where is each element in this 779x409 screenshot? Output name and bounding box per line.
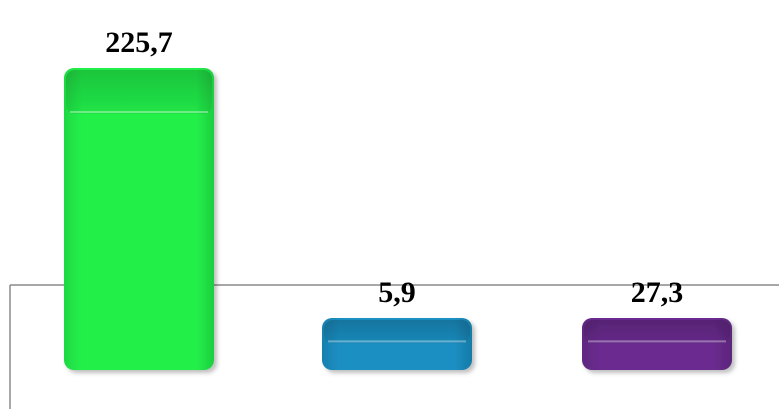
data-labels-layer: 225,7 5,9 27,3 xyxy=(105,26,683,309)
bars-layer xyxy=(64,68,732,370)
bar-2 xyxy=(322,318,472,370)
bar-1-cap xyxy=(66,70,212,114)
bar-1-shade xyxy=(64,68,214,370)
bar-2-value-label: 5,9 xyxy=(378,276,416,309)
bar-3-value-label: 27,3 xyxy=(631,276,684,309)
bar-2-cap xyxy=(324,320,470,344)
bar-1 xyxy=(64,68,214,370)
bar-3-cap xyxy=(584,320,730,344)
bar-3 xyxy=(582,318,732,370)
bar-1-value-label: 225,7 xyxy=(105,26,173,59)
